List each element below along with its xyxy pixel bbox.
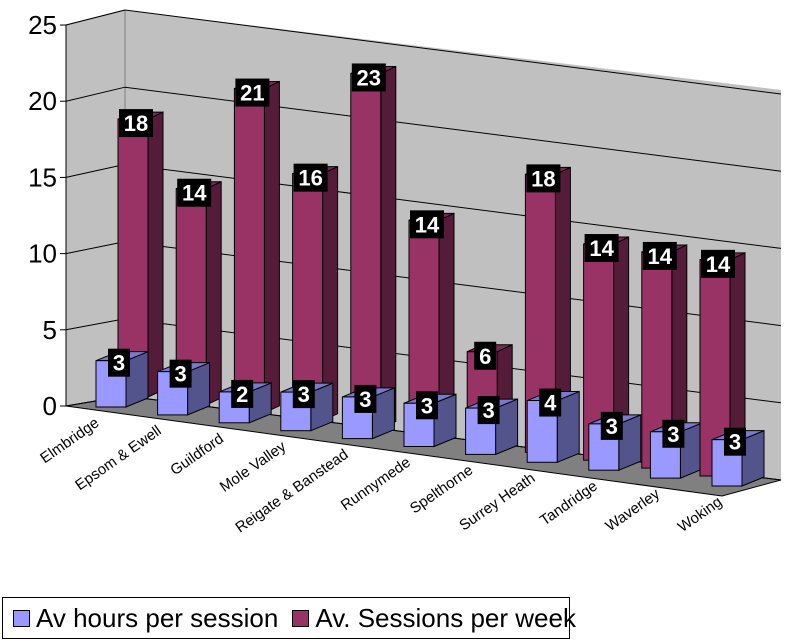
data-label: 3 [359,387,371,412]
bar-sessions [350,65,397,430]
gridline-side [65,318,126,331]
legend-label-hours: Av hours per session [36,602,279,633]
data-label-box [477,396,500,425]
data-label-box [235,78,270,107]
data-label: 3 [113,351,125,376]
legend-swatch-hours [13,609,30,627]
gridline-side [65,241,126,255]
data-label-box [416,391,438,420]
data-label: 18 [124,111,148,136]
legend-label-sessions: Av. Sessions per week [315,602,576,633]
x-tick-label: Tandridge [537,478,601,530]
data-label: 14 [182,181,207,206]
data-label-box [474,341,497,370]
data-label: 3 [482,398,494,423]
chart: 0 5 10 15 20 25 18 3 14 3 21 2 16 3 23 3 14 3 6 3 18 4 14 3 14 3… [28,9,782,536]
data-label: 21 [240,81,264,106]
bar-sessions [292,165,339,422]
data-label-box [292,380,315,409]
legend: Av hours per session Av. Sessions per we… [2,597,576,639]
x-tick-label: Mole Valley [217,438,290,496]
data-label-box [351,63,386,92]
y-axis: 0 5 10 15 20 25 [28,10,66,421]
y-tick-label: 25 [28,10,57,40]
data-label-box [642,241,677,270]
y-tick-label: 0 [43,391,57,421]
data-label-box [231,379,254,408]
data-label-box [169,359,192,388]
data-label-box [526,164,561,193]
gridline [124,9,782,95]
data-label: 23 [357,65,381,90]
data-label: 14 [589,236,614,261]
data-label-box [600,411,623,440]
data-labels: 18 3 14 3 21 2 16 3 23 3 14 3 6 3 18 4 14 3 14 3 14 3 [108,63,746,456]
data-label-box [108,348,130,377]
data-label-box [701,249,735,278]
data-label-box [177,178,212,207]
y-tick-label: 5 [43,315,57,345]
data-label-box [354,384,377,413]
data-label-box [584,234,619,263]
data-label: 3 [298,382,310,407]
gridline-side [65,86,126,102]
gridline-side [65,163,126,178]
data-label-box [410,210,444,239]
x-tick-label: Runnymede [338,454,414,514]
legend-item-hours: Av hours per session [13,603,278,634]
bar-sessions [233,80,280,414]
data-label-box [662,419,685,448]
data-label: 16 [298,166,322,191]
data-label: 14 [706,252,731,277]
legend-item-sessions: Av. Sessions per week [292,603,576,634]
data-label: 14 [648,244,673,269]
data-label-box [119,109,153,138]
data-label: 3 [606,414,618,439]
data-label: 2 [236,382,248,407]
data-label: 14 [415,212,440,237]
data-label: 4 [544,391,557,416]
x-tick-label: Waverley [602,485,663,535]
x-tick-label: Woking [675,493,726,535]
legend-swatch-sessions [292,609,310,627]
data-label: 3 [174,362,186,387]
data-label: 18 [531,166,555,191]
x-tick-label: Spelthorne [407,462,476,518]
data-label: 6 [479,344,491,369]
data-label: 3 [421,393,433,418]
x-tick-label: Guildford [167,430,227,479]
x-tick-label: Elmbridge [37,414,102,467]
data-label: 3 [729,430,741,455]
gridline-side [65,9,126,26]
data-label-box [724,427,746,456]
data-label-box [293,163,328,192]
data-label-box [539,388,562,417]
y-tick-label: 20 [28,86,57,116]
y-tick-label: 10 [28,239,57,269]
chart-side-wall [65,9,126,407]
y-tick-label: 15 [28,162,57,192]
data-label: 3 [667,422,679,447]
